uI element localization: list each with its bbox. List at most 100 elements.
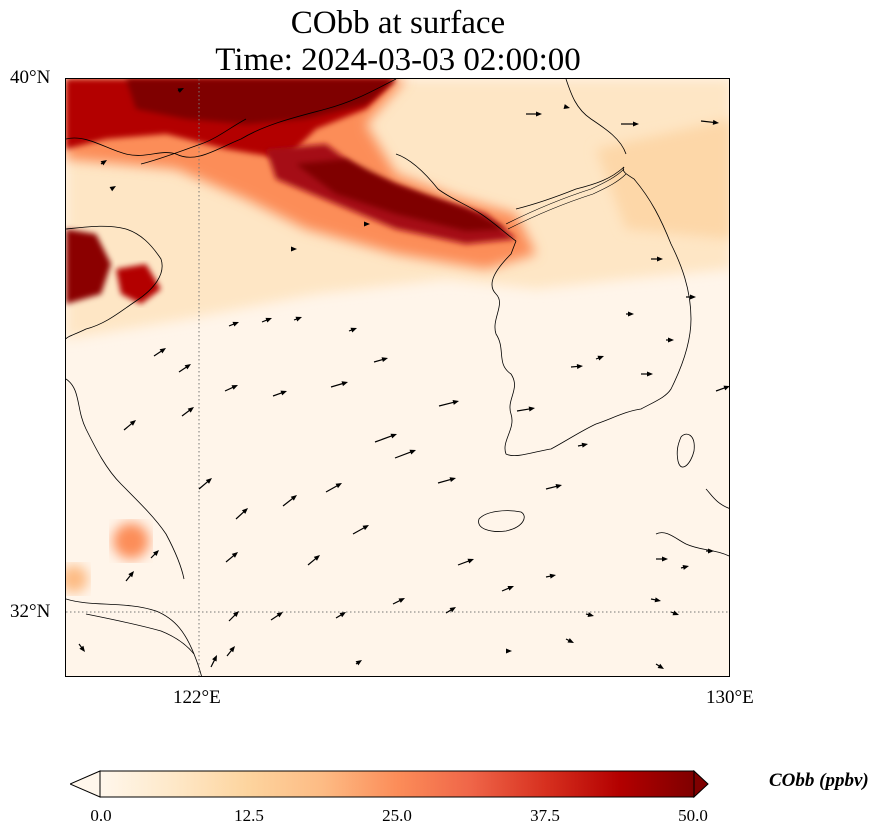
wind-vector-head bbox=[398, 598, 405, 603]
wind-vector-head bbox=[290, 495, 297, 501]
wind-vector-shaft bbox=[438, 401, 456, 407]
wind-vector-head bbox=[152, 550, 159, 557]
colorbar-tick-12-5: 12.5 bbox=[234, 806, 264, 825]
colorbar-tick-37-5: 37.5 bbox=[530, 806, 560, 825]
wind-vector-head bbox=[187, 407, 194, 413]
wind-vector-head bbox=[364, 221, 370, 227]
wind-vector-head bbox=[109, 186, 116, 192]
wind-vector-head bbox=[232, 611, 239, 618]
wind-vector-head bbox=[654, 597, 661, 603]
wind-vector-head bbox=[672, 610, 679, 616]
colorbar-tick-25: 25.0 bbox=[382, 806, 412, 825]
wind-vector-head bbox=[335, 483, 342, 489]
wind-vector-shaft bbox=[198, 480, 210, 490]
gridlines bbox=[66, 79, 729, 676]
wind-vector-head bbox=[536, 111, 542, 117]
wind-vector-shaft bbox=[235, 510, 246, 520]
wind-vector-head bbox=[241, 508, 248, 514]
wind-vector-shaft bbox=[325, 484, 339, 493]
wind-vector-head bbox=[507, 586, 514, 591]
wind-vector-head bbox=[708, 548, 714, 554]
wind-vector-head bbox=[381, 357, 388, 363]
wind-vector-head bbox=[549, 573, 556, 579]
colorbar-extend-max bbox=[693, 770, 709, 799]
wind-vector-head bbox=[280, 390, 287, 396]
wind-vector-head bbox=[647, 371, 653, 377]
wind-vector-head bbox=[231, 552, 238, 558]
lat-tick-40: 40°N bbox=[10, 67, 51, 88]
wind-vector-head bbox=[723, 385, 729, 391]
colorbar-tick-0: 0.0 bbox=[90, 806, 112, 825]
wind-vector-head bbox=[712, 119, 719, 125]
wind-vector-head bbox=[313, 555, 320, 561]
chart-title: CObb at surface bbox=[290, 5, 506, 41]
wind-vector-head bbox=[449, 477, 456, 483]
wind-vector-head bbox=[212, 655, 217, 662]
wind-vector-head bbox=[452, 400, 459, 405]
wind-vector-head bbox=[128, 571, 134, 578]
wind-vector-head bbox=[265, 317, 272, 323]
wind-vector-head bbox=[205, 478, 212, 484]
coastlines bbox=[66, 79, 729, 676]
wind-vector-head bbox=[506, 648, 512, 654]
wind-vector-head bbox=[129, 420, 136, 426]
wind-vector-head bbox=[449, 607, 456, 613]
wind-vector-head bbox=[690, 294, 696, 300]
wind-vector-head bbox=[229, 646, 235, 653]
wind-vector-head bbox=[467, 558, 474, 564]
wind-vector-head bbox=[576, 364, 583, 369]
wind-vector-head bbox=[628, 311, 634, 317]
chart-subtitle-time: Time: 2024-03-03 02:00:00 bbox=[215, 42, 581, 78]
wind-vector-head bbox=[341, 381, 348, 387]
wind-vector-head bbox=[232, 321, 239, 327]
wind-vector-head bbox=[177, 88, 184, 93]
wind-vector-head bbox=[567, 638, 574, 643]
wind-vector-head bbox=[276, 612, 283, 618]
wind-vector-head bbox=[231, 385, 238, 390]
wind-vector-shaft bbox=[437, 478, 453, 484]
wind-vector-shaft bbox=[282, 496, 295, 507]
colorbar-extend-min bbox=[70, 770, 101, 798]
lon-tick-130: 130°E bbox=[706, 687, 754, 708]
colorbar bbox=[70, 770, 709, 799]
wind-vector-shaft bbox=[374, 434, 394, 443]
lat-tick-32: 32°N bbox=[10, 601, 51, 622]
colorbar-gradient bbox=[99, 770, 695, 798]
colorbar-tick-50: 50.0 bbox=[678, 806, 708, 825]
wind-vector-head bbox=[555, 484, 562, 489]
wind-vector-shaft bbox=[516, 408, 532, 412]
wind-vector-head bbox=[633, 121, 639, 127]
wind-vector-head bbox=[390, 433, 397, 439]
wind-vector-shaft bbox=[457, 559, 471, 566]
wind-vectors bbox=[78, 88, 729, 669]
wind-vector-head bbox=[184, 364, 191, 370]
wind-vector-head bbox=[79, 645, 85, 652]
wind-vector-head bbox=[159, 348, 166, 354]
wind-vector-head bbox=[662, 556, 668, 562]
wind-vector-head bbox=[339, 612, 346, 618]
wind-vector-head bbox=[355, 660, 362, 666]
wind-vector-head bbox=[668, 337, 674, 343]
wind-vector-head bbox=[362, 525, 369, 531]
wind-vector-head bbox=[657, 663, 664, 669]
wind-vector-head bbox=[587, 612, 594, 617]
wind-vector-head bbox=[581, 442, 588, 448]
wind-vector-head bbox=[682, 565, 689, 570]
wind-vector-head bbox=[597, 355, 604, 361]
colorbar-label: CObb (ppbv) bbox=[769, 770, 869, 791]
wind-vector-shaft bbox=[394, 450, 413, 459]
wind-vector-head bbox=[100, 160, 107, 166]
wind-vector-head bbox=[528, 406, 535, 412]
wind-vector-head bbox=[295, 316, 302, 322]
wind-vector-shaft bbox=[700, 120, 716, 124]
lon-tick-122: 122°E bbox=[173, 687, 221, 708]
wind-vector-head bbox=[657, 256, 663, 262]
wind-vector-head bbox=[563, 104, 570, 109]
wind-vector-head bbox=[350, 327, 357, 333]
wind-vector-head bbox=[409, 449, 416, 455]
wind-vector-shaft bbox=[545, 485, 559, 490]
wind-vector-head bbox=[291, 246, 297, 252]
wind-vector-shaft bbox=[352, 526, 366, 535]
map-canvas bbox=[66, 79, 729, 676]
map-panel bbox=[65, 78, 730, 677]
